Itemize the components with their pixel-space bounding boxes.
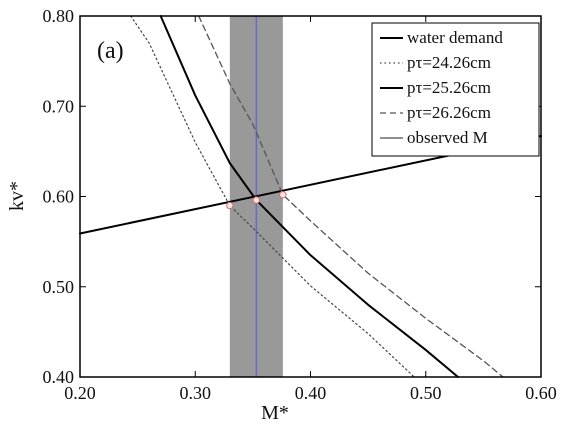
series-line-3 [198, 15, 504, 378]
x-tick-label-1: 0.30 [180, 383, 212, 403]
y-tick-label-3: 0.70 [43, 96, 75, 116]
legend-label-observed-m: observed M [407, 128, 488, 147]
x-tick-label-4: 0.60 [525, 383, 557, 403]
x-tick-label-3: 0.50 [410, 383, 442, 403]
y-tick-label-2: 0.60 [43, 187, 75, 207]
x-tick-label-2: 0.40 [295, 383, 327, 403]
intersection-marker-layer [226, 190, 287, 210]
legend-label-p-26-26: pτ=26.26cm [407, 103, 491, 122]
legend-label-water-demand: water demand [407, 28, 503, 47]
legend: water demand pτ=24.26cm pτ=25.26cm pτ=26… [371, 22, 540, 157]
intersection-point-0 [226, 201, 234, 210]
y-tick-label-0: 0.40 [43, 367, 75, 387]
legend-box [371, 22, 540, 157]
y-tick-label-1: 0.50 [43, 277, 75, 297]
intersection-point-2 [279, 190, 287, 199]
legend-label-p-24-26: pτ=24.26cm [407, 53, 491, 72]
panel-label: (a) [97, 38, 124, 64]
x-axis-label: M* [261, 402, 289, 424]
series-line-1 [130, 15, 415, 378]
intersection-point-1 [252, 196, 261, 204]
y-axis-label: kv* [6, 181, 28, 211]
series-line-2 [159, 15, 460, 378]
legend-label-p-25-26: pτ=25.26cm [407, 78, 491, 97]
axis-layer: 0.20 0.30 0.40 0.50 0.60 0.40 0.50 0.60 0.70 0.80 [43, 6, 557, 403]
x-tick-label-0: 0.20 [64, 383, 96, 403]
y-tick-label-4: 0.80 [43, 6, 75, 26]
